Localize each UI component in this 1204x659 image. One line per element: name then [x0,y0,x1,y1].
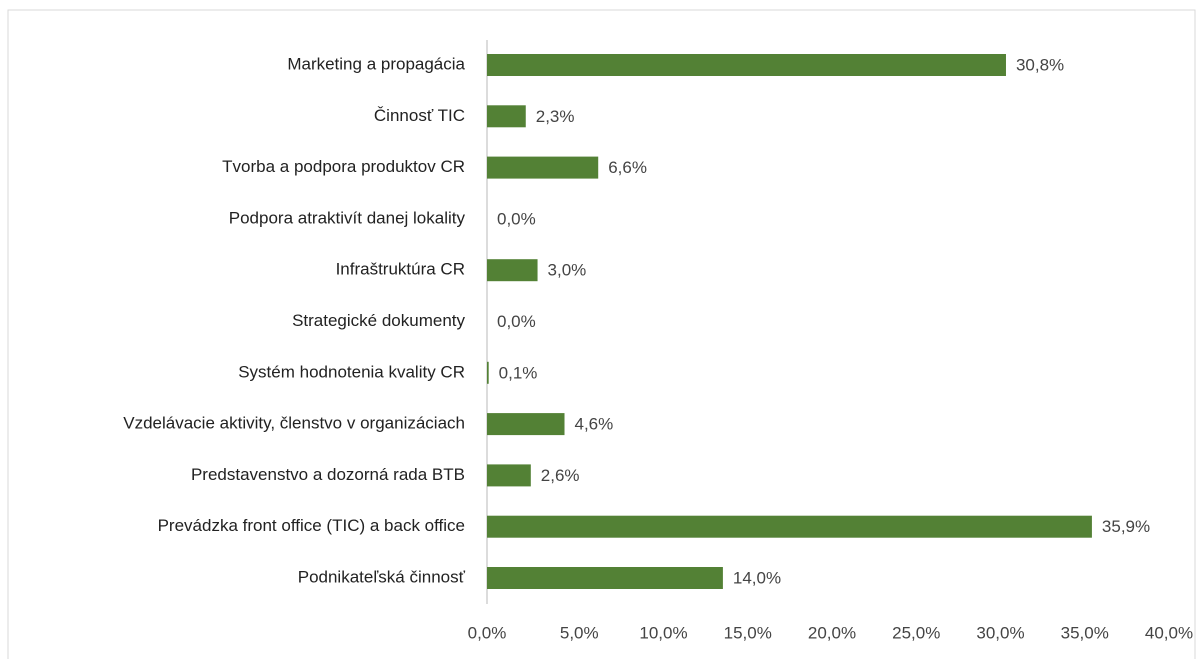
y-tick-label: Vzdelávacie aktivity, členstvo v organiz… [123,414,465,433]
value-label: 35,9% [1102,517,1150,536]
x-tick-label: 15,0% [724,623,772,642]
x-tick-label: 40,0% [1145,623,1193,642]
value-label: 6,6% [608,158,647,177]
x-tick-label: 35,0% [1061,623,1109,642]
x-tick-label: 0,0% [468,623,507,642]
bar [487,156,599,179]
value-label: 2,3% [536,107,575,126]
y-tick-label: Strategické dokumenty [292,311,465,330]
value-label: 3,0% [548,261,587,280]
bar [487,259,538,282]
x-tick-label: 10,0% [639,623,687,642]
bar [487,105,526,128]
value-label: 14,0% [733,568,781,587]
y-tick-label: Podnikateľská činnosť [298,567,466,586]
bar [487,54,1006,76]
y-tick-label: Systém hodnotenia kvality CR [238,362,465,381]
y-tick-label: Predstavenstvo a dozorná rada BTB [191,465,465,484]
y-tick-label: Infraštruktúra CR [336,260,465,279]
value-label: 0,0% [497,312,536,331]
y-tick-label: Podpora atraktivít danej lokality [229,208,466,227]
value-label: 0,0% [497,209,536,228]
chart-frame [7,9,1196,659]
x-tick-label: 30,0% [976,623,1024,642]
x-tick-label: 25,0% [892,623,940,642]
y-tick-label: Tvorba a podpora produktov CR [222,157,465,176]
y-tick-label: Činnosť TIC [374,106,465,125]
bar [487,464,531,487]
x-tick-label: 5,0% [560,623,599,642]
bar [487,361,489,384]
bar [487,413,565,436]
x-tick-label: 20,0% [808,623,856,642]
value-label: 30,8% [1016,55,1064,74]
y-tick-label: Marketing a propagácia [287,54,465,73]
value-label: 2,6% [541,466,580,485]
value-label: 4,6% [575,415,614,434]
y-tick-label: Prevádzka front office (TIC) a back offi… [158,516,465,535]
bar [487,567,723,589]
bar [487,515,1092,538]
value-label: 0,1% [499,363,538,382]
